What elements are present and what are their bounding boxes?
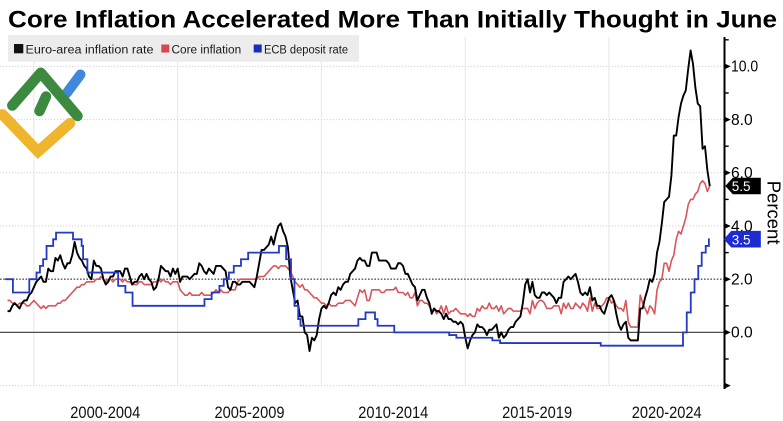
svg-text:ECB deposit rate: ECB deposit rate (264, 44, 348, 56)
svg-text:2015-2019: 2015-2019 (502, 403, 572, 421)
svg-text:0.0: 0.0 (731, 325, 753, 342)
svg-text:8.0: 8.0 (731, 112, 753, 129)
svg-text:Core inflation: Core inflation (172, 44, 242, 56)
svg-text:2005-2009: 2005-2009 (215, 403, 285, 421)
svg-text:2010-2014: 2010-2014 (358, 403, 428, 421)
svg-text:Percent: Percent (764, 181, 783, 245)
svg-text:5.5: 5.5 (732, 179, 751, 194)
svg-text:3.5: 3.5 (732, 232, 751, 247)
svg-text:2000-2004: 2000-2004 (70, 403, 140, 421)
svg-text:10.0: 10.0 (731, 59, 758, 76)
svg-text:Euro-area inflation rate: Euro-area inflation rate (26, 44, 154, 56)
svg-text:2020-2024: 2020-2024 (632, 403, 702, 421)
svg-text:Core Inflation Accelerated Mor: Core Inflation Accelerated More Than Ini… (8, 7, 777, 34)
svg-text:2.0: 2.0 (731, 272, 753, 289)
